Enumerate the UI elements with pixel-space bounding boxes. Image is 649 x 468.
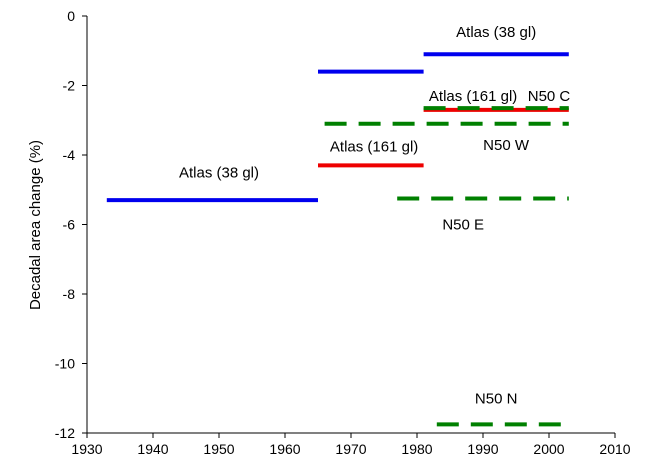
- y-tick-label: -8: [63, 286, 76, 302]
- x-tick-label: 1960: [269, 441, 300, 457]
- x-tick-label: 2000: [533, 441, 564, 457]
- annotation-label-4: Atlas (161 gl): [429, 88, 517, 105]
- axes: 1930 1940 1950 1960 1970 1980 1990 2000 2010 0 -2 -…: [55, 8, 631, 457]
- annotation-label-2: Atlas (38 gl): [456, 24, 536, 41]
- annotation-label-1: Atlas (38 gl): [179, 165, 259, 182]
- series-group: [106, 52, 569, 427]
- x-tick-label: 1990: [467, 441, 498, 457]
- x-tick-label: 1950: [203, 441, 234, 457]
- y-tick-label: -12: [55, 425, 75, 441]
- x-tick-label: 1980: [401, 441, 432, 457]
- x-tick-label: 1930: [71, 441, 102, 457]
- x-tick-label: 2010: [599, 441, 630, 457]
- annotation-label-7: N50 E: [442, 217, 484, 234]
- y-tick-label: -2: [63, 78, 76, 94]
- annotation-label-8: N50 N: [475, 390, 518, 407]
- y-tick-label: -10: [55, 356, 75, 372]
- annotation-label-3: Atlas (161 gl): [330, 139, 418, 156]
- annotations-group: Atlas (38 gl) Atlas (38 gl) Atlas (161 gl)…: [179, 24, 570, 408]
- annotation-label-5: N50 C: [528, 88, 571, 105]
- x-tick-label: 1970: [335, 441, 366, 457]
- x-tick-label: 1940: [137, 441, 168, 457]
- y-axis-title: Decadal area change (%): [27, 140, 44, 310]
- annotation-label-6: N50 W: [483, 137, 530, 154]
- y-tick-label: -4: [63, 147, 76, 163]
- y-tick-label: -6: [63, 217, 76, 233]
- y-tick-label: 0: [67, 8, 75, 24]
